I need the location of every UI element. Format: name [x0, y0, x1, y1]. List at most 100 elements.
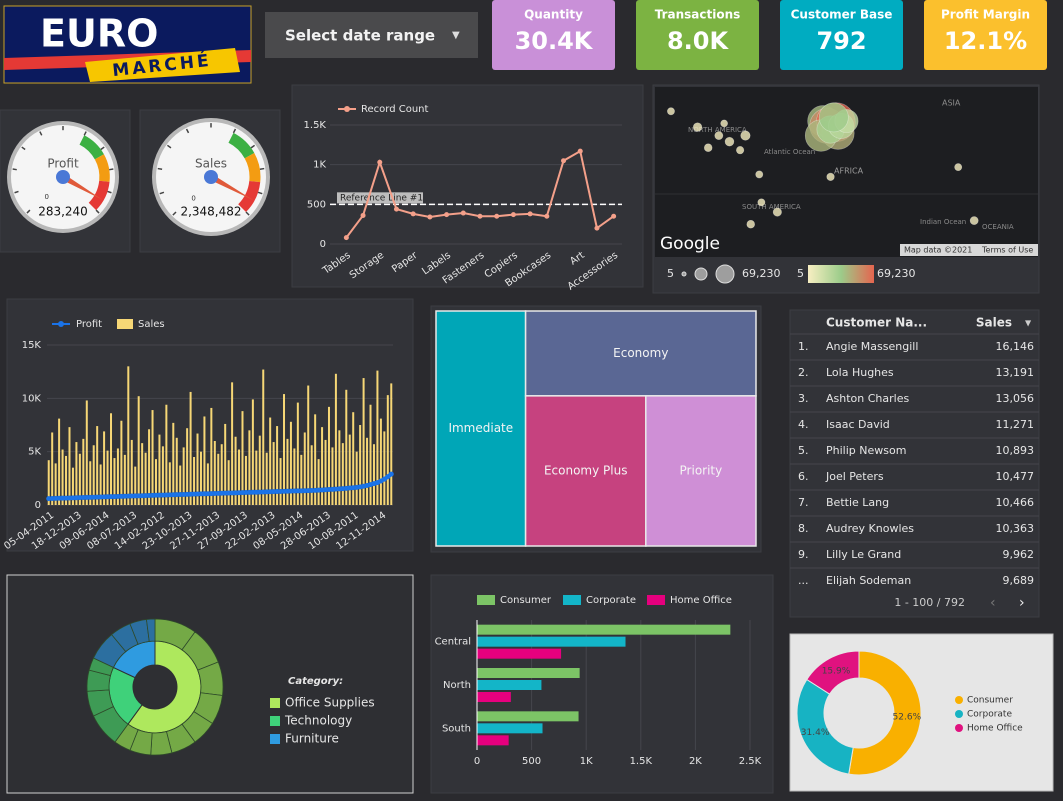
treemap-cell [645, 395, 757, 547]
line-marker [385, 474, 391, 480]
bar [362, 378, 365, 505]
color-legend-bar [808, 265, 874, 283]
y-tick-label: South [442, 723, 471, 734]
bar [92, 445, 95, 505]
size-legend-max: 69,230 [742, 267, 781, 280]
map-bubble [755, 170, 764, 179]
bar [158, 434, 161, 505]
gauge-band [79, 135, 104, 160]
line-marker [360, 212, 366, 218]
bar [154, 459, 157, 505]
row-index: 9. [798, 548, 809, 561]
gauge-band [88, 180, 110, 211]
date-selector-label[interactable]: Select date range [285, 27, 435, 45]
bar [293, 448, 296, 505]
line-panel [291, 84, 644, 288]
logo-banner [85, 48, 240, 82]
row-index: 1. [798, 340, 809, 353]
row-index: 7. [798, 496, 809, 509]
x-tick-label: 500 [522, 756, 541, 767]
kpi-value: 12.1% [944, 27, 1027, 55]
y-tick-label: 500 [307, 199, 326, 210]
map-bubble [667, 107, 675, 116]
bar [196, 433, 199, 505]
donut-slice [806, 650, 860, 695]
logo-text: EURO [40, 12, 158, 56]
sunburst-outer [146, 618, 156, 642]
prev-page[interactable]: ‹ [990, 595, 996, 611]
kpi-value: 30.4K [515, 27, 594, 55]
sales-value: 9,962 [1003, 548, 1035, 561]
gauge-tick [257, 191, 263, 195]
sales-value: 11,271 [996, 418, 1035, 431]
bar [477, 692, 511, 702]
line-marker [427, 214, 433, 220]
legend-label: Home Office [670, 595, 732, 606]
next-page[interactable]: › [1019, 595, 1025, 611]
bar [123, 454, 126, 505]
y-tick-label: Central [435, 637, 471, 648]
gauge-min: 0 [191, 194, 195, 202]
bar [182, 447, 185, 505]
customer-name: Ashton Charles [826, 392, 909, 405]
map-label: Indian Ocean [920, 218, 966, 226]
gauge-tick [109, 168, 114, 171]
color-legend-min: 5 [797, 267, 804, 280]
gauge-tick [245, 211, 250, 216]
sort-icon[interactable]: ▼ [1025, 319, 1032, 328]
map-terms[interactable]: Terms of Use [981, 246, 1033, 255]
line-marker [577, 148, 583, 154]
sales-value: 10,466 [996, 496, 1035, 509]
donut-value-label: 52.6% [893, 712, 922, 722]
bar [376, 370, 379, 505]
date-selector[interactable] [265, 12, 478, 58]
customer-name: Elijah Sodeman [826, 574, 911, 587]
customer-name: Joel Peters [825, 470, 884, 483]
bar [68, 427, 71, 505]
bar [289, 421, 292, 505]
gauge-tick [159, 191, 165, 195]
gauge-tick [259, 167, 265, 170]
gauge-band [94, 154, 110, 182]
sales-value: 9,689 [1003, 574, 1035, 587]
reference-label: Reference Line #1 [340, 193, 423, 203]
treemap-cell [524, 310, 757, 397]
bar [110, 413, 113, 505]
sales-value: 16,146 [996, 340, 1035, 353]
bar [120, 420, 123, 505]
row-index: 4. [798, 418, 809, 431]
treemap-label: Priority [680, 463, 723, 477]
bar [338, 430, 341, 505]
legend-swatch [117, 319, 133, 329]
line-marker [561, 158, 567, 164]
bar [279, 458, 282, 505]
bar [58, 418, 61, 505]
bar [262, 369, 265, 505]
bar [78, 453, 81, 505]
kpi-label: Transactions [655, 8, 741, 22]
sales-value: 13,056 [996, 392, 1035, 405]
bar [193, 457, 196, 505]
x-tick-label: 2K [689, 756, 702, 767]
legend-swatch [270, 734, 280, 744]
gauge-tick [250, 144, 256, 149]
bar [165, 404, 168, 505]
gauge-tick [21, 146, 26, 151]
gauge-title: Sales [195, 157, 227, 171]
line-marker [494, 213, 500, 219]
gauge-tick [157, 167, 163, 170]
gauge-hub [204, 170, 218, 184]
kpi-value: 792 [816, 27, 866, 55]
gauge-title: Profit [47, 157, 79, 171]
bar [234, 436, 237, 505]
bar [477, 636, 626, 647]
y-tick-label: 1K [313, 160, 326, 171]
dropdown-caret[interactable]: ▼ [452, 30, 460, 41]
bar [106, 450, 109, 505]
line-marker [343, 235, 349, 241]
gauge-needle [61, 174, 103, 200]
gauge-tick [185, 128, 190, 134]
line-marker [611, 213, 617, 219]
bar [189, 391, 192, 505]
